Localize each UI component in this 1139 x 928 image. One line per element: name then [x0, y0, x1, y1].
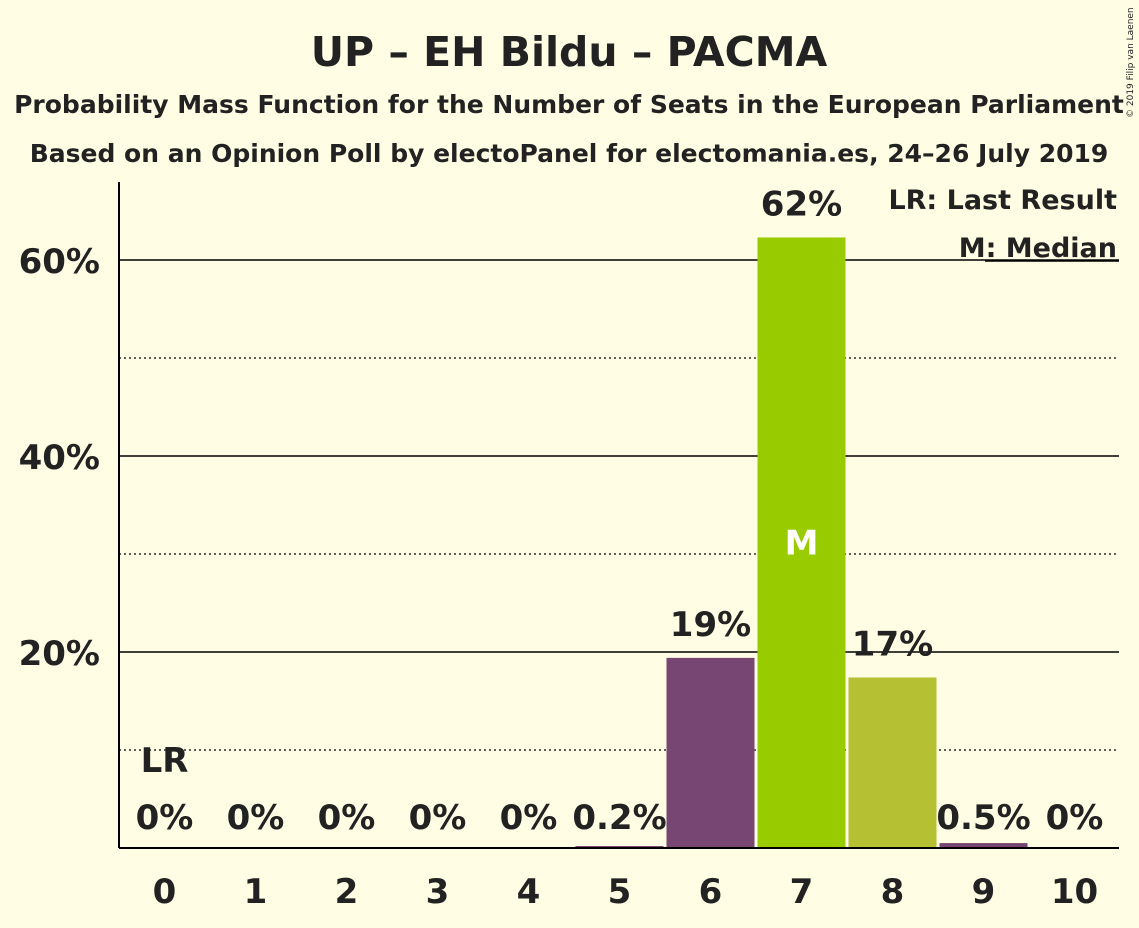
x-tick-label: 1 — [244, 872, 268, 912]
value-label: 0.2% — [572, 798, 666, 838]
y-tick-label: 40% — [19, 438, 100, 478]
bars — [575, 237, 1028, 848]
chart-title: UP – EH Bildu – PACMA — [311, 28, 828, 76]
value-label: 0% — [318, 798, 376, 838]
x-tick-label: 6 — [699, 872, 723, 912]
y-tick-label: 60% — [19, 242, 100, 282]
value-label: 0% — [136, 798, 194, 838]
median-marker: M — [785, 524, 819, 564]
chart-subtitle-1: Probability Mass Function for the Number… — [14, 90, 1124, 119]
bar — [939, 843, 1028, 848]
x-tick-label: 8 — [881, 872, 905, 912]
value-label: 17% — [852, 624, 933, 664]
value-label: 0% — [1046, 798, 1104, 838]
y-tick-label: 20% — [19, 634, 100, 674]
bar-clearance — [753, 161, 850, 238]
value-label: 19% — [670, 605, 751, 645]
value-label: 62% — [761, 184, 842, 224]
x-tick-label: 4 — [517, 872, 541, 912]
x-tick-label: 10 — [1051, 872, 1098, 912]
legend-last-result: LR: Last Result — [888, 185, 1117, 216]
x-tick-label: 0 — [153, 872, 177, 912]
bar — [757, 237, 846, 848]
value-labels: 0% 0% 0% 0% 0% 0.2% 19% 62% 17% 0.5% 0% M LR — [136, 184, 1104, 838]
value-label: 0.5% — [936, 798, 1030, 838]
bar — [848, 677, 937, 848]
value-label: 0% — [500, 798, 558, 838]
copyright-note: © 2019 Filip van Laenen — [1126, 7, 1136, 118]
bar — [666, 657, 755, 848]
x-tick-label: 5 — [608, 872, 632, 912]
x-tick-label: 3 — [426, 872, 450, 912]
legend: LR: Last Result M: Median — [888, 185, 1119, 264]
axes: 20% 40% 60% 0 1 2 3 4 5 6 7 8 9 10 — [19, 182, 1119, 912]
x-tick-label: 2 — [335, 872, 359, 912]
x-tick-label: 7 — [790, 872, 814, 912]
last-result-marker: LR — [141, 741, 189, 781]
gridlines — [119, 161, 1119, 751]
chart-subtitle-2: Based on an Opinion Poll by electoPanel … — [30, 139, 1109, 168]
x-tick-label: 9 — [972, 872, 996, 912]
value-label: 0% — [227, 798, 285, 838]
value-label: 0% — [409, 798, 467, 838]
legend-median: M: Median — [959, 233, 1117, 264]
